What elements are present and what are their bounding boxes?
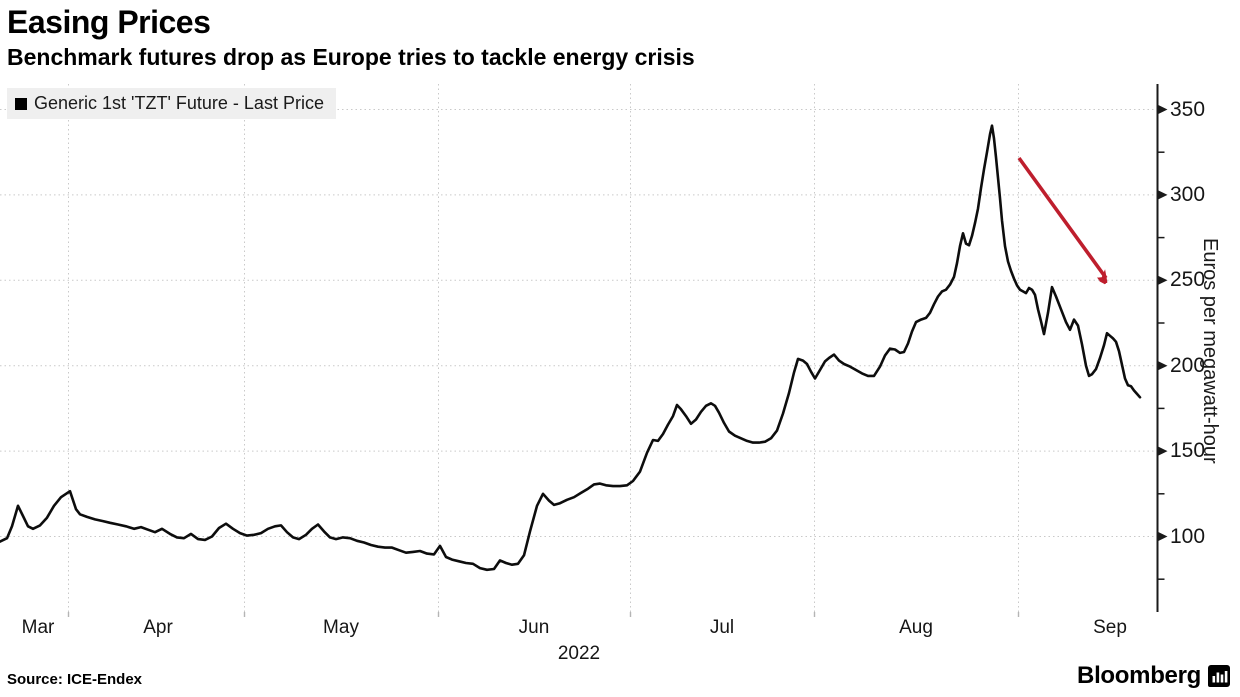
legend-swatch-icon	[15, 97, 27, 110]
chart-subtitle: Benchmark futures drop as Europe tries t…	[7, 44, 695, 70]
y-tick-label: 200	[1170, 353, 1206, 377]
x-tick-label: Jun	[518, 617, 550, 638]
y-tick-label: 350	[1170, 97, 1206, 121]
y-tick-label: 250	[1170, 268, 1206, 292]
y-tick-label: 150	[1170, 439, 1206, 463]
x-tick-label: Aug	[899, 617, 933, 638]
y-tick-label: 100	[1170, 524, 1206, 548]
page-title: Easing Prices	[7, 4, 211, 40]
source-note: Source: ICE-Endex	[7, 671, 143, 688]
x-tick-label: Mar	[21, 617, 55, 638]
x-tick-label: Apr	[143, 617, 173, 638]
legend-label: Generic 1st 'TZT' Future - Last Price	[34, 93, 324, 113]
bloomberg-logo-icon	[1208, 665, 1230, 687]
x-tick-label: Sep	[1093, 617, 1127, 638]
x-tick-label: May	[323, 617, 359, 638]
y-tick-label: 300	[1170, 182, 1206, 206]
bloomberg-label: Bloomberg	[1077, 662, 1201, 689]
x-axis-year-label: 2022	[557, 643, 601, 664]
y-axis-title: Euros per megawatt-hour	[1199, 238, 1221, 464]
x-tick-label: Jul	[709, 617, 735, 638]
bloomberg-wordmark: Bloomberg	[1077, 662, 1230, 690]
legend: Generic 1st 'TZT' Future - Last Price	[7, 88, 336, 119]
